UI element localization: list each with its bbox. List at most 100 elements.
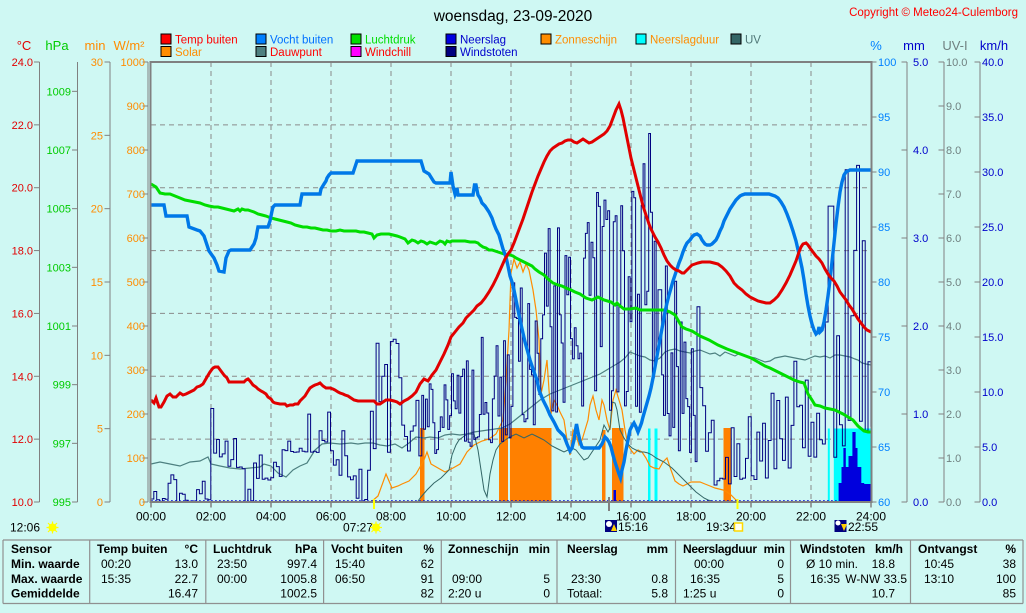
svg-text:6.0: 6.0 [946,233,961,245]
svg-text:4.0: 4.0 [946,321,961,333]
svg-text:10.0: 10.0 [982,387,1003,399]
svg-text:85: 85 [878,222,890,234]
svg-text:15: 15 [91,277,103,289]
svg-text:16.47: 16.47 [168,587,198,601]
svg-text:10.0: 10.0 [946,57,967,69]
svg-text:15:35: 15:35 [101,572,131,586]
svg-text:Windchill: Windchill [365,47,411,59]
svg-text:25.0: 25.0 [982,222,1003,234]
svg-text:22.0: 22.0 [12,120,33,132]
svg-text:22:00: 22:00 [796,510,826,524]
svg-text:40.0: 40.0 [982,57,1003,69]
svg-text:5.0: 5.0 [982,442,997,454]
svg-text:0: 0 [543,587,550,601]
svg-text:14:00: 14:00 [556,510,586,524]
svg-text:65: 65 [878,442,890,454]
svg-text:1.0: 1.0 [913,409,928,421]
svg-text:hPa: hPa [295,542,317,556]
svg-text:Zonneschijn: Zonneschijn [448,542,519,556]
svg-text:00:00: 00:00 [217,572,247,586]
svg-text:5: 5 [777,572,784,586]
svg-text:800: 800 [127,145,145,157]
svg-text:300: 300 [127,365,145,377]
svg-text:3.0: 3.0 [913,233,928,245]
svg-text:1007: 1007 [47,145,71,157]
svg-text:15.0: 15.0 [982,332,1003,344]
svg-text:1005: 1005 [47,204,71,216]
svg-text:13.0: 13.0 [175,557,199,571]
svg-text:UV-I: UV-I [942,38,967,53]
svg-text:06:50: 06:50 [335,572,365,586]
svg-text:1003: 1003 [47,262,71,274]
svg-text:Windstoten: Windstoten [800,542,865,556]
svg-text:12:06: 12:06 [10,521,40,535]
svg-text:80: 80 [878,277,890,289]
svg-text:°C: °C [185,542,199,556]
svg-text:18.8: 18.8 [872,557,896,571]
svg-text:hPa: hPa [45,38,69,53]
svg-text:00:00: 00:00 [136,510,166,524]
svg-text:15:16: 15:16 [618,520,648,534]
svg-text:500: 500 [127,277,145,289]
svg-text:16:00: 16:00 [616,510,646,524]
svg-text:997.4: 997.4 [287,557,317,571]
svg-text:24.0: 24.0 [12,57,33,69]
svg-text:Neerslag: Neerslag [460,35,506,47]
svg-text:Temp buiten: Temp buiten [97,542,167,556]
svg-text:22:55: 22:55 [848,520,878,534]
svg-text:23:30: 23:30 [571,572,601,586]
svg-text:Neerslagduur: Neerslagduur [683,542,757,556]
svg-text:23:50: 23:50 [217,557,247,571]
svg-text:Luchtdruk: Luchtdruk [213,542,272,556]
svg-text:Gemiddelde: Gemiddelde [11,587,80,601]
svg-text:Luchtdruk: Luchtdruk [365,35,416,47]
svg-text:100: 100 [996,572,1016,586]
svg-text:20.0: 20.0 [12,183,33,195]
svg-text:16:35: 16:35 [810,572,840,586]
svg-text:2.0: 2.0 [946,409,961,421]
svg-text:Totaal:: Totaal: [567,587,602,601]
svg-text:13:10: 13:10 [924,572,954,586]
svg-text:100: 100 [878,57,896,69]
svg-text:14.0: 14.0 [12,371,33,383]
svg-text:1009: 1009 [47,86,71,98]
svg-text:10.0: 10.0 [12,497,33,509]
svg-text:10: 10 [91,350,103,362]
svg-text:995: 995 [53,497,71,509]
svg-text:1:25 u: 1:25 u [683,587,716,601]
svg-text:Max. waarde: Max. waarde [11,572,83,586]
svg-text:Dauwpunt: Dauwpunt [270,47,323,59]
svg-text:7.0: 7.0 [946,189,961,201]
svg-text:22.7: 22.7 [175,572,199,586]
svg-text:04:00: 04:00 [256,510,286,524]
svg-text:06:00: 06:00 [316,510,346,524]
svg-text:min: min [764,542,785,556]
svg-text:95: 95 [878,112,890,124]
svg-text:02:00: 02:00 [196,510,226,524]
svg-text:12:00: 12:00 [496,510,526,524]
svg-text:400: 400 [127,321,145,333]
svg-text:10.7: 10.7 [872,587,896,601]
svg-text:5.0: 5.0 [946,277,961,289]
svg-text:20: 20 [91,204,103,216]
svg-text:Neerslag: Neerslag [567,542,618,556]
svg-text:00:20: 00:20 [101,557,131,571]
svg-text:mm: mm [647,542,668,556]
svg-text:997: 997 [53,438,71,450]
svg-text:07:27: 07:27 [343,521,373,535]
svg-text:18:00: 18:00 [676,510,706,524]
svg-text:35.0: 35.0 [982,112,1003,124]
svg-text:10:45: 10:45 [924,557,954,571]
svg-text:%: % [870,38,882,53]
svg-text:0: 0 [97,497,103,509]
svg-text:Neerslagduur: Neerslagduur [650,35,719,47]
svg-text:Temp buiten: Temp buiten [175,35,238,47]
svg-text:82: 82 [421,587,435,601]
svg-text:62: 62 [421,557,435,571]
svg-text:km/h: km/h [980,38,1008,53]
svg-text:90: 90 [878,167,890,179]
svg-text:0.8: 0.8 [651,572,668,586]
svg-text:5.0: 5.0 [913,57,928,69]
svg-text:25: 25 [91,130,103,142]
svg-text:00:00: 00:00 [694,557,724,571]
